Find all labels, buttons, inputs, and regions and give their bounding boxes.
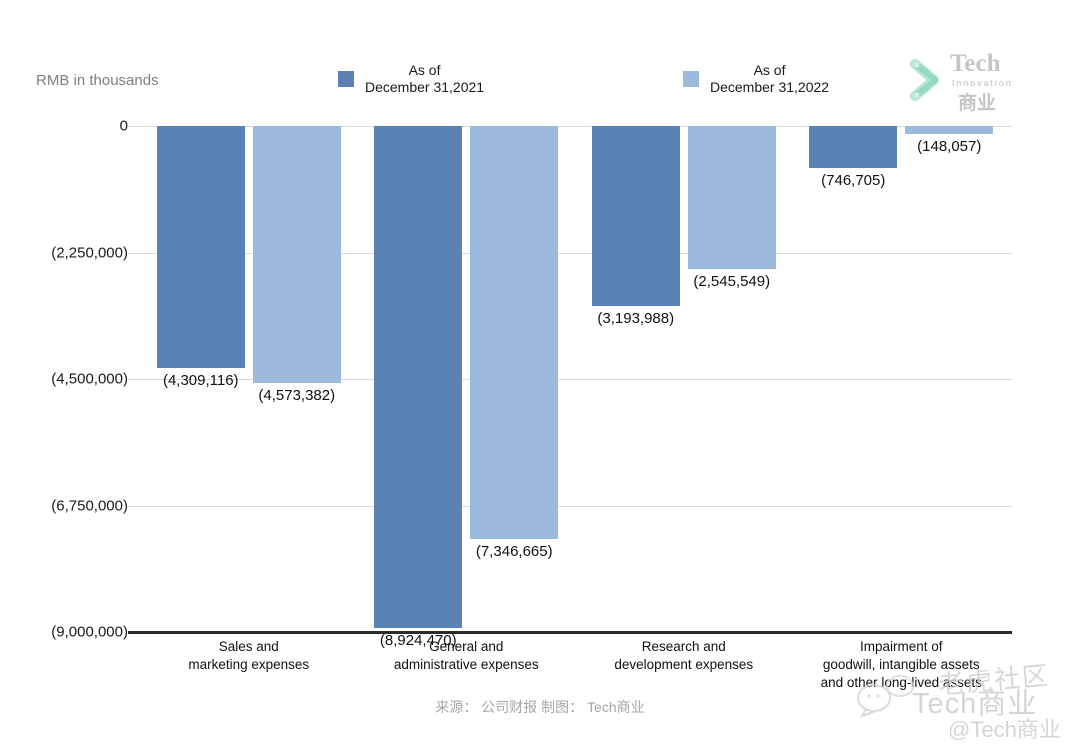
bar-value-label: (2,545,549) bbox=[693, 273, 771, 291]
watermark-handle: @Tech商业 bbox=[948, 717, 1061, 742]
legend-label-2021-line1: As of bbox=[408, 62, 441, 78]
bar-value-label: (148,057) bbox=[917, 138, 982, 156]
legend-swatch-2022 bbox=[683, 71, 699, 87]
bar-value-label: (746,705) bbox=[821, 171, 886, 189]
legend-swatch-2021 bbox=[338, 71, 354, 87]
bar-series1-group4 bbox=[809, 126, 898, 168]
brand-logo: Tech Innovation 商业 bbox=[910, 50, 1050, 114]
gridline bbox=[128, 379, 1012, 380]
bar-series2-group1 bbox=[252, 126, 341, 384]
category-label: General and administrative expenses bbox=[393, 639, 539, 672]
bar-series2-group2 bbox=[470, 126, 559, 540]
logo-name: Tech bbox=[950, 50, 1001, 77]
legend-label-2022-line2: December 31,2022 bbox=[710, 79, 830, 95]
y-axis-unit-label: RMB in thousands bbox=[36, 72, 159, 89]
bar-value-label: (7,346,665) bbox=[475, 543, 553, 561]
bar-series2-group3 bbox=[687, 126, 776, 270]
chevron-icon bbox=[910, 59, 939, 101]
plot-area: 0 (2,250,000) (4,500,000) (6,750,000) (9,000… bbox=[51, 118, 1012, 690]
category-label: Research and development expenses bbox=[614, 639, 754, 672]
y-tick-label: (9,000,000) bbox=[51, 623, 128, 641]
bar-series1-group3 bbox=[591, 126, 680, 306]
gridline bbox=[128, 126, 1012, 127]
legend-label-2021: As of December 31,2021 bbox=[365, 62, 484, 96]
logo-cn-text: 商业 bbox=[958, 93, 997, 114]
bar-series1-group1 bbox=[156, 126, 245, 369]
y-tick-label: (6,750,000) bbox=[51, 497, 128, 514]
bar-value-label: (4,573,382) bbox=[258, 387, 336, 405]
logo-subtitle: Innovation bbox=[952, 78, 1013, 88]
legend-label-2022: As of December 31,2022 bbox=[710, 62, 829, 96]
gridline bbox=[128, 505, 1012, 507]
source-caption: 来源： 公司财报 制图： Tech商业 bbox=[435, 699, 645, 715]
y-tick-label: (4,500,000) bbox=[51, 370, 128, 388]
bar-series1-group2 bbox=[374, 126, 463, 628]
category-label: Impairment of goodwill, intangible assets… bbox=[820, 639, 982, 690]
legend-item-2022: As of December 31,2022 bbox=[683, 62, 829, 96]
bar-value-label: (4,309,116) bbox=[162, 372, 239, 390]
watermark-brand: Tech商业 bbox=[912, 688, 1038, 720]
x-axis-line bbox=[128, 631, 1012, 634]
gridline bbox=[128, 252, 1012, 254]
legend-label-2022-line1: As of bbox=[753, 62, 786, 78]
category-label: Sales and marketing expenses bbox=[188, 639, 310, 672]
y-tick-label: (2,250,000) bbox=[51, 244, 128, 261]
y-tick-label: 0 bbox=[119, 117, 128, 135]
bar-series2-group4 bbox=[905, 126, 994, 135]
watermark-doodle-icon bbox=[857, 675, 914, 718]
legend-item-2021: As of December 31,2021 bbox=[338, 62, 484, 96]
bar-value-label: (3,193,988) bbox=[597, 309, 675, 327]
bar-value-label: (8,924,470) bbox=[379, 631, 457, 649]
legend-label-2021-line2: December 31,2021 bbox=[365, 79, 485, 95]
